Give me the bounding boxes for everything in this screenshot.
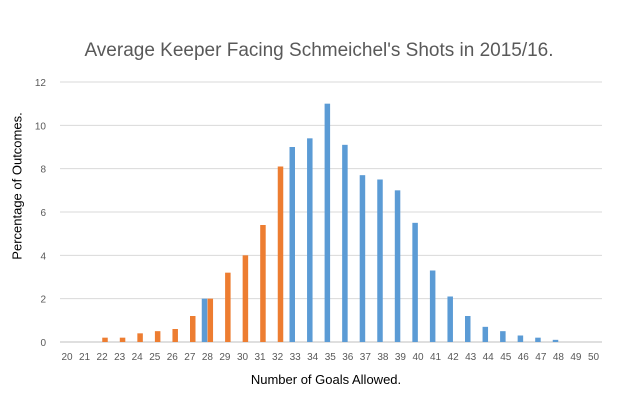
x-tick-label: 50 bbox=[588, 352, 600, 363]
x-tick-label: 48 bbox=[553, 352, 565, 363]
x-tick-labels: 20 21 22 23 24 25 26 27 28 29 30 31 32 33 34 35 36 37 38 39… bbox=[61, 352, 599, 363]
bar-blue-41 bbox=[429, 270, 436, 342]
x-tick-label: 32 bbox=[272, 352, 284, 363]
bar-orange-27 bbox=[190, 316, 196, 342]
x-tick-label: 49 bbox=[570, 352, 582, 363]
x-tick-label: 25 bbox=[149, 352, 161, 363]
y-tick-label: 10 bbox=[35, 121, 47, 132]
bar-orange-30 bbox=[242, 255, 249, 342]
bar-orange-25 bbox=[154, 331, 161, 342]
x-tick-label: 41 bbox=[430, 352, 442, 363]
chart-title: Average Keeper Facing Schmeichel's Shots… bbox=[84, 40, 554, 61]
x-tick-label: 30 bbox=[237, 352, 249, 363]
x-tick-label: 47 bbox=[535, 352, 547, 363]
x-tick-label: 31 bbox=[254, 352, 266, 363]
x-tick-label: 23 bbox=[114, 352, 126, 363]
y-tick-label: 2 bbox=[40, 295, 46, 306]
bar-blue-42 bbox=[447, 296, 453, 342]
bar-orange-24 bbox=[137, 333, 143, 342]
x-tick-label: 33 bbox=[290, 352, 302, 363]
x-tick-label: 34 bbox=[307, 352, 319, 363]
bar-orange-23 bbox=[119, 337, 126, 342]
x-tick-label: 38 bbox=[377, 352, 389, 363]
bar-blue-37 bbox=[359, 175, 366, 342]
bar-blue-36 bbox=[342, 144, 348, 342]
x-tick-label: 46 bbox=[518, 352, 530, 363]
x-tick-label: 22 bbox=[97, 352, 109, 363]
bar-blue-40 bbox=[412, 222, 418, 342]
y-tick-label: 4 bbox=[40, 251, 46, 262]
x-tick-label: 20 bbox=[61, 352, 73, 363]
x-tick-label: 26 bbox=[167, 352, 179, 363]
x-tick-label: 43 bbox=[465, 352, 477, 363]
x-tick-label: 44 bbox=[483, 352, 495, 363]
x-tick-label: 24 bbox=[132, 352, 144, 363]
bar-blue-34 bbox=[307, 138, 313, 342]
bar-blue-46 bbox=[517, 335, 524, 342]
x-tick-label: 21 bbox=[79, 352, 91, 363]
x-tick-label: 28 bbox=[202, 352, 214, 363]
bar-blue-38 bbox=[377, 179, 383, 342]
x-tick-label: 39 bbox=[395, 352, 407, 363]
bar-blue-45 bbox=[500, 331, 506, 342]
bar-orange-28 bbox=[207, 298, 214, 342]
bar-orange-22 bbox=[102, 337, 108, 342]
bar-blue-43 bbox=[465, 316, 471, 342]
x-tick-label: 45 bbox=[500, 352, 512, 363]
bar-orange-26 bbox=[172, 329, 178, 342]
x-tick-label: 27 bbox=[184, 352, 196, 363]
y-tick-labels: 0 2 4 6 8 10 12 bbox=[35, 78, 47, 349]
bar-blue-33 bbox=[289, 147, 295, 342]
y-tick-label: 6 bbox=[40, 208, 46, 219]
y-tick-label: 0 bbox=[40, 338, 46, 349]
y-tick-label: 8 bbox=[40, 165, 46, 176]
x-tick-label: 36 bbox=[342, 352, 354, 363]
bar-blue-44 bbox=[482, 326, 489, 342]
bar-orange-32 bbox=[277, 166, 284, 342]
bars bbox=[102, 103, 559, 343]
x-tick-label: 40 bbox=[412, 352, 424, 363]
x-axis-label: Number of Goals Allowed. bbox=[250, 372, 402, 387]
x-tick-label: 37 bbox=[360, 352, 372, 363]
bar-blue-48 bbox=[552, 339, 559, 342]
x-tick-label: 42 bbox=[448, 352, 460, 363]
x-tick-label: 35 bbox=[325, 352, 337, 363]
bar-blue-35 bbox=[324, 103, 331, 343]
y-tick-label: 12 bbox=[35, 78, 47, 89]
bar-blue-28 bbox=[201, 298, 208, 342]
x-tick-label: 29 bbox=[219, 352, 231, 363]
bar-orange-29 bbox=[225, 272, 231, 342]
bar-blue-39 bbox=[394, 190, 401, 342]
gridlines bbox=[60, 81, 602, 343]
bar-blue-47 bbox=[535, 337, 541, 342]
bar-orange-31 bbox=[260, 225, 266, 342]
